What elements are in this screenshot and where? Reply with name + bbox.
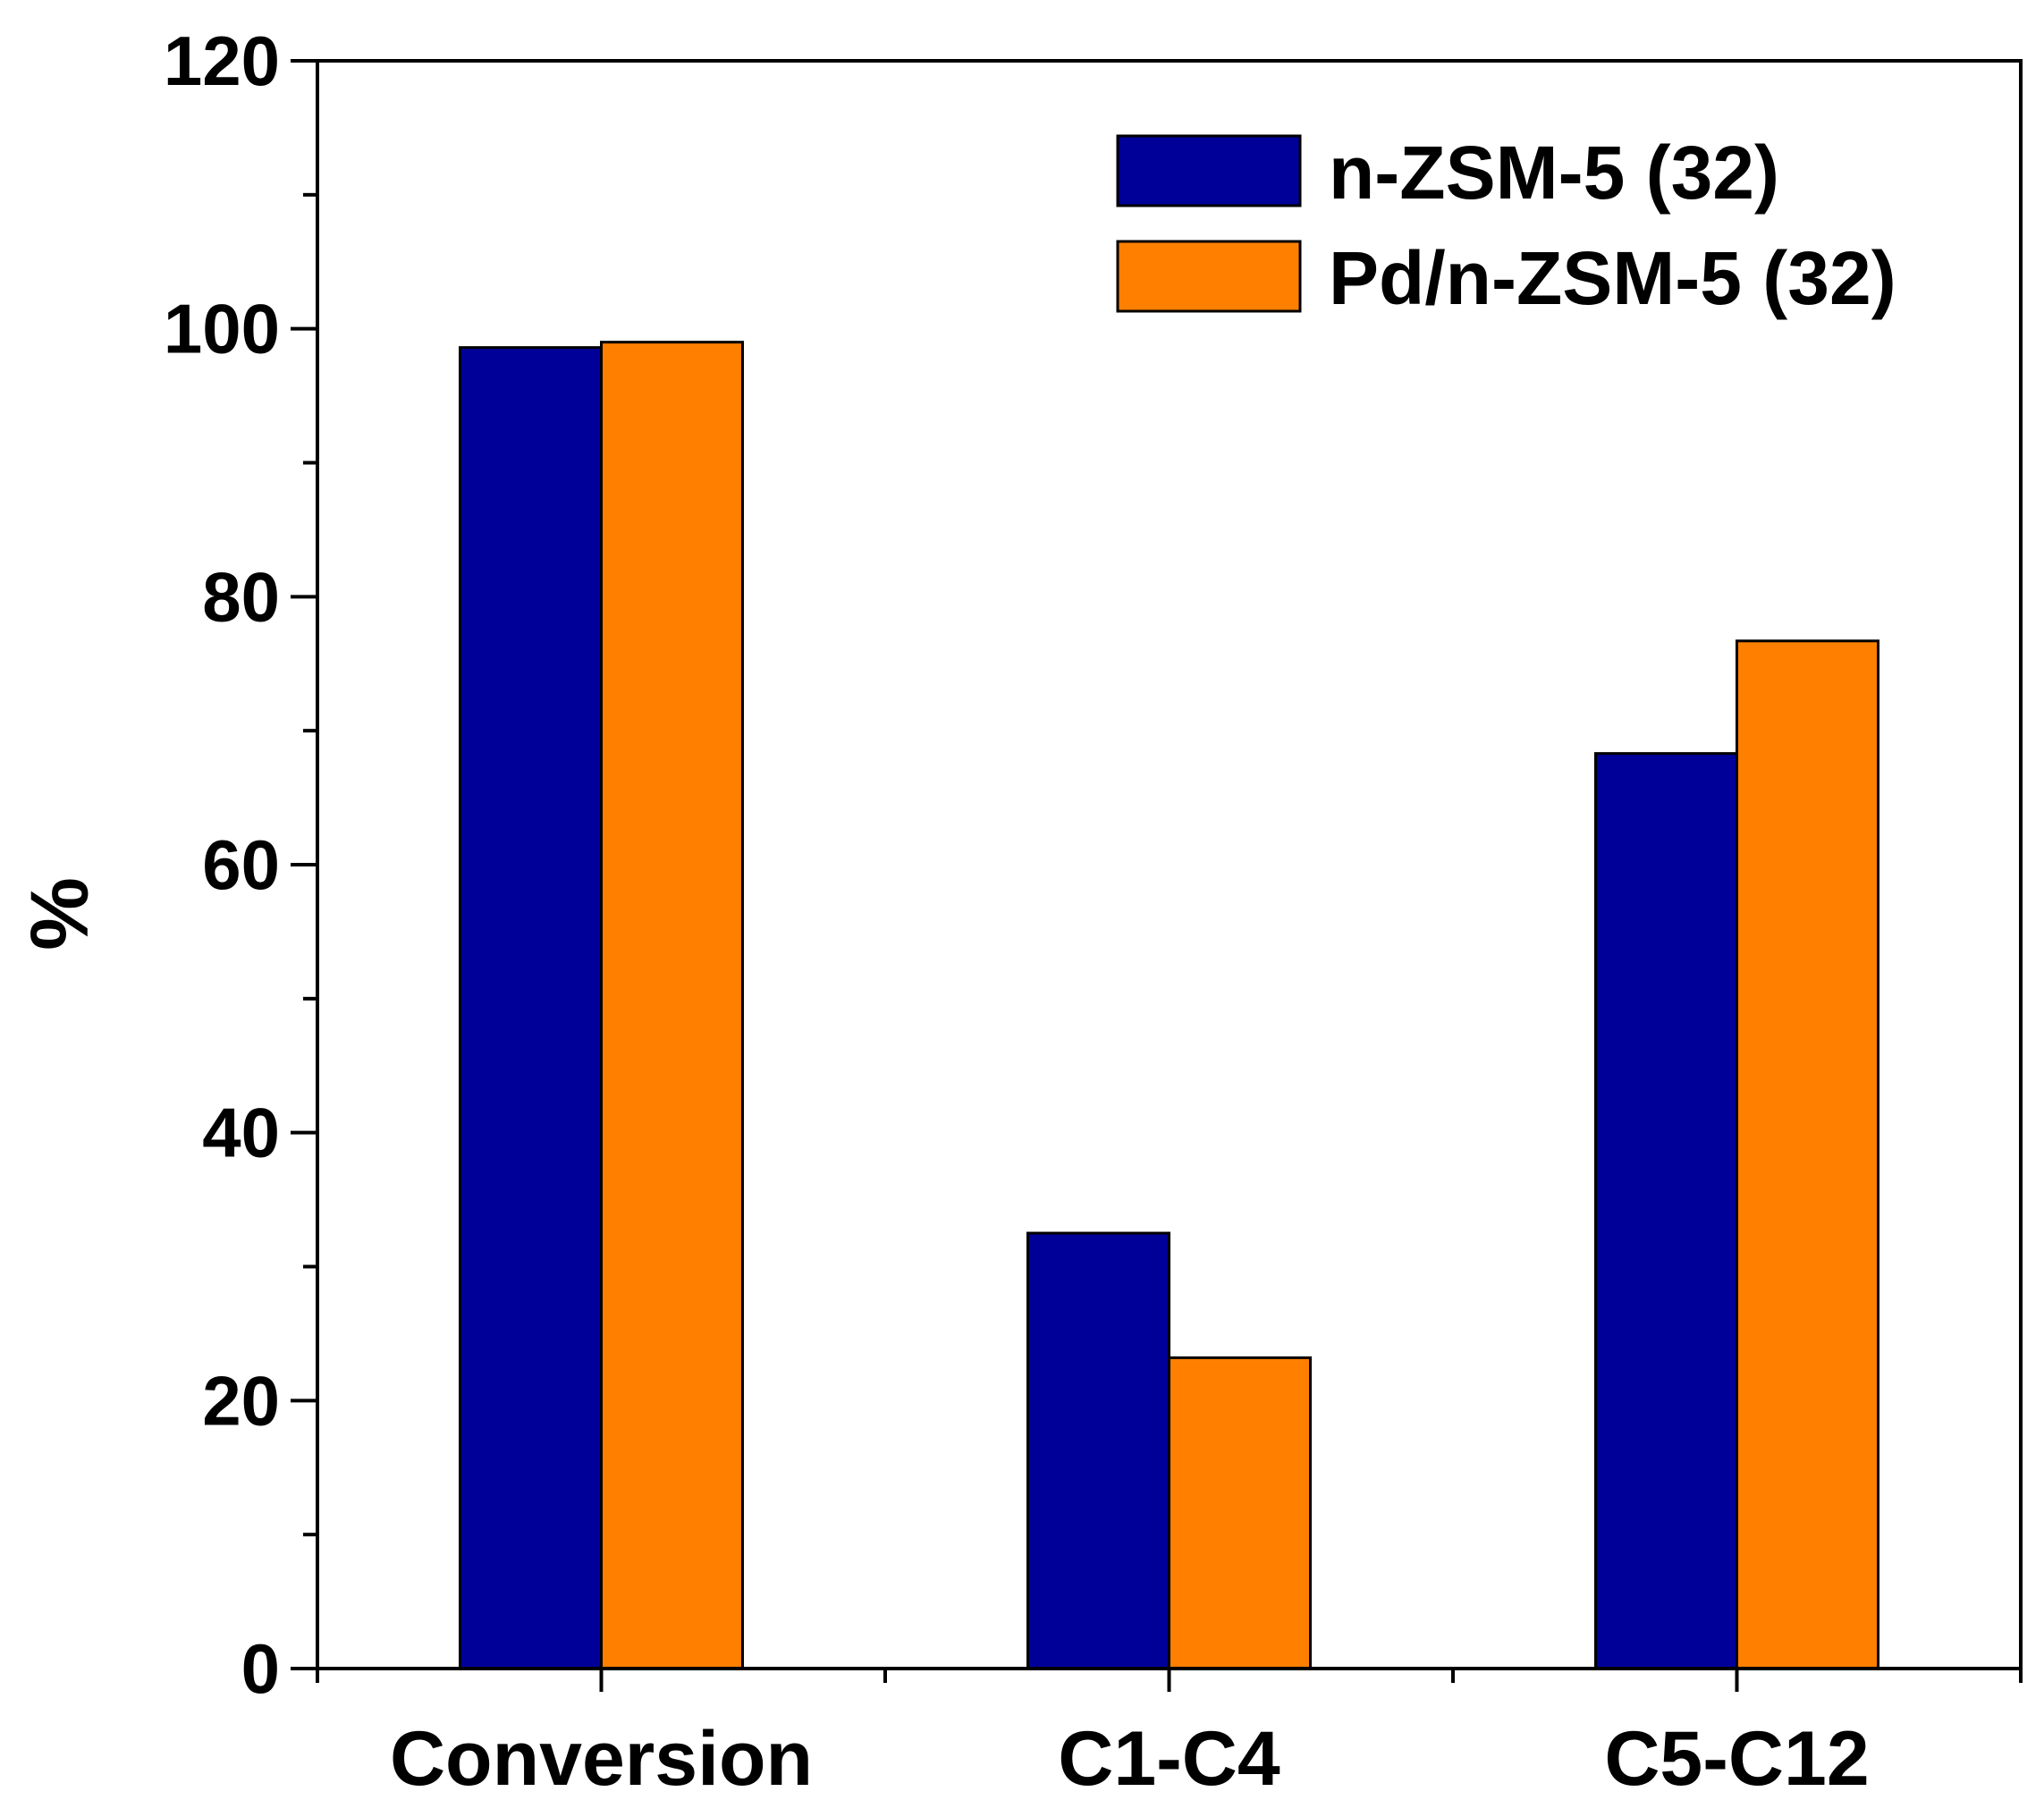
- y-tick-label: 120: [164, 21, 280, 100]
- y-axis-title: %: [14, 877, 106, 951]
- bar-series1-conversion: [459, 346, 603, 1670]
- bar-series2-c5-c12: [1736, 639, 1879, 1670]
- x-category-label: Conversion: [390, 1716, 813, 1800]
- y-tick-label: 0: [241, 1629, 280, 1708]
- y-tick-label: 40: [202, 1094, 280, 1172]
- bar-series1-c1-c4: [1026, 1231, 1170, 1670]
- legend-swatch-2: [1116, 240, 1302, 313]
- bars-layer: [459, 341, 1879, 1670]
- x-category-label: C5-C12: [1604, 1716, 1869, 1800]
- y-tick-label: 80: [202, 557, 280, 636]
- bar-series1-c5-c12: [1594, 752, 1738, 1670]
- legend-label-2: Pd/n-ZSM-5 (32): [1329, 236, 1896, 320]
- axes-layer: 0 20 40 60 80 100 120 Conversion C1-C4 C5-C12: [164, 21, 2023, 1800]
- bar-series2-conversion: [600, 341, 744, 1670]
- legend-swatch-1: [1116, 134, 1302, 207]
- y-tick-label: 60: [202, 825, 280, 904]
- y-tick-label: 20: [202, 1361, 280, 1440]
- y-tick-label: 100: [164, 290, 280, 368]
- bar-series2-c1-c4: [1168, 1356, 1312, 1670]
- legend: n-ZSM-5 (32) Pd/n-ZSM-5 (32): [1116, 131, 1896, 320]
- x-category-label: C1-C4: [1058, 1716, 1280, 1800]
- legend-label-1: n-ZSM-5 (32): [1329, 131, 1779, 215]
